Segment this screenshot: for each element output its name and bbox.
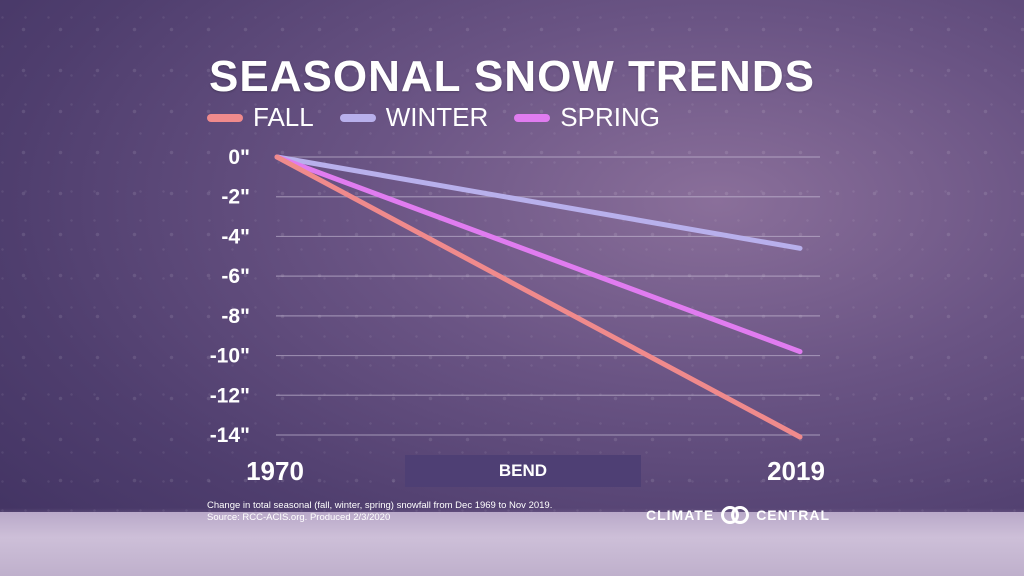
brand: CLIMATE CENTRAL	[646, 505, 830, 525]
brand-text-right: CENTRAL	[756, 507, 831, 523]
x-axis-ticks: 1970 2019	[246, 456, 825, 486]
y-tick-label: -8"	[221, 305, 250, 328]
legend-label-fall: FALL	[253, 102, 314, 132]
y-tick-label: 0"	[228, 146, 250, 169]
x-tick-label: 1970	[246, 456, 304, 486]
legend-label-spring: SPRING	[560, 102, 660, 132]
series-line-spring	[274, 154, 803, 355]
snow-ground	[0, 512, 1024, 576]
series-lines	[274, 154, 803, 440]
climate-central-logo-icon	[721, 506, 750, 524]
location-label: BEND	[405, 455, 641, 487]
legend-swatch-spring	[514, 113, 551, 122]
y-axis-ticks: 0" -2" -4" -6" -8" -10" -12" -14"	[210, 146, 250, 447]
brand-text-left: CLIMATE	[646, 507, 715, 523]
series-line-winter	[274, 154, 803, 251]
x-tick-label: 2019	[767, 456, 825, 486]
series-line-fall	[274, 154, 803, 440]
y-tick-label: -6"	[221, 265, 250, 288]
gridlines	[276, 156, 820, 436]
y-tick-label: -14"	[210, 424, 250, 447]
legend-item-spring: SPRING	[514, 102, 660, 133]
y-tick-label: -4"	[221, 225, 250, 248]
y-tick-label: -12"	[210, 384, 250, 407]
chart-title: SEASONAL SNOW TRENDS	[209, 52, 815, 101]
legend-item-winter: WINTER	[339, 102, 489, 133]
legend-label-winter: WINTER	[385, 102, 489, 132]
footnote-line-2: Source: RCC-ACIS.org. Produced 2/3/2020	[207, 512, 391, 523]
legend-swatch-winter	[339, 113, 376, 122]
legend-swatch-fall	[207, 113, 243, 122]
footnote-line-1: Change in total seasonal (fall, winter, …	[207, 500, 553, 511]
chart-legend: FALL WINTER SPRING	[207, 102, 686, 133]
y-tick-label: -2"	[221, 186, 250, 209]
footnote: Change in total seasonal (fall, winter, …	[207, 500, 552, 524]
legend-item-fall: FALL	[207, 102, 314, 133]
y-tick-label: -10"	[210, 345, 250, 368]
